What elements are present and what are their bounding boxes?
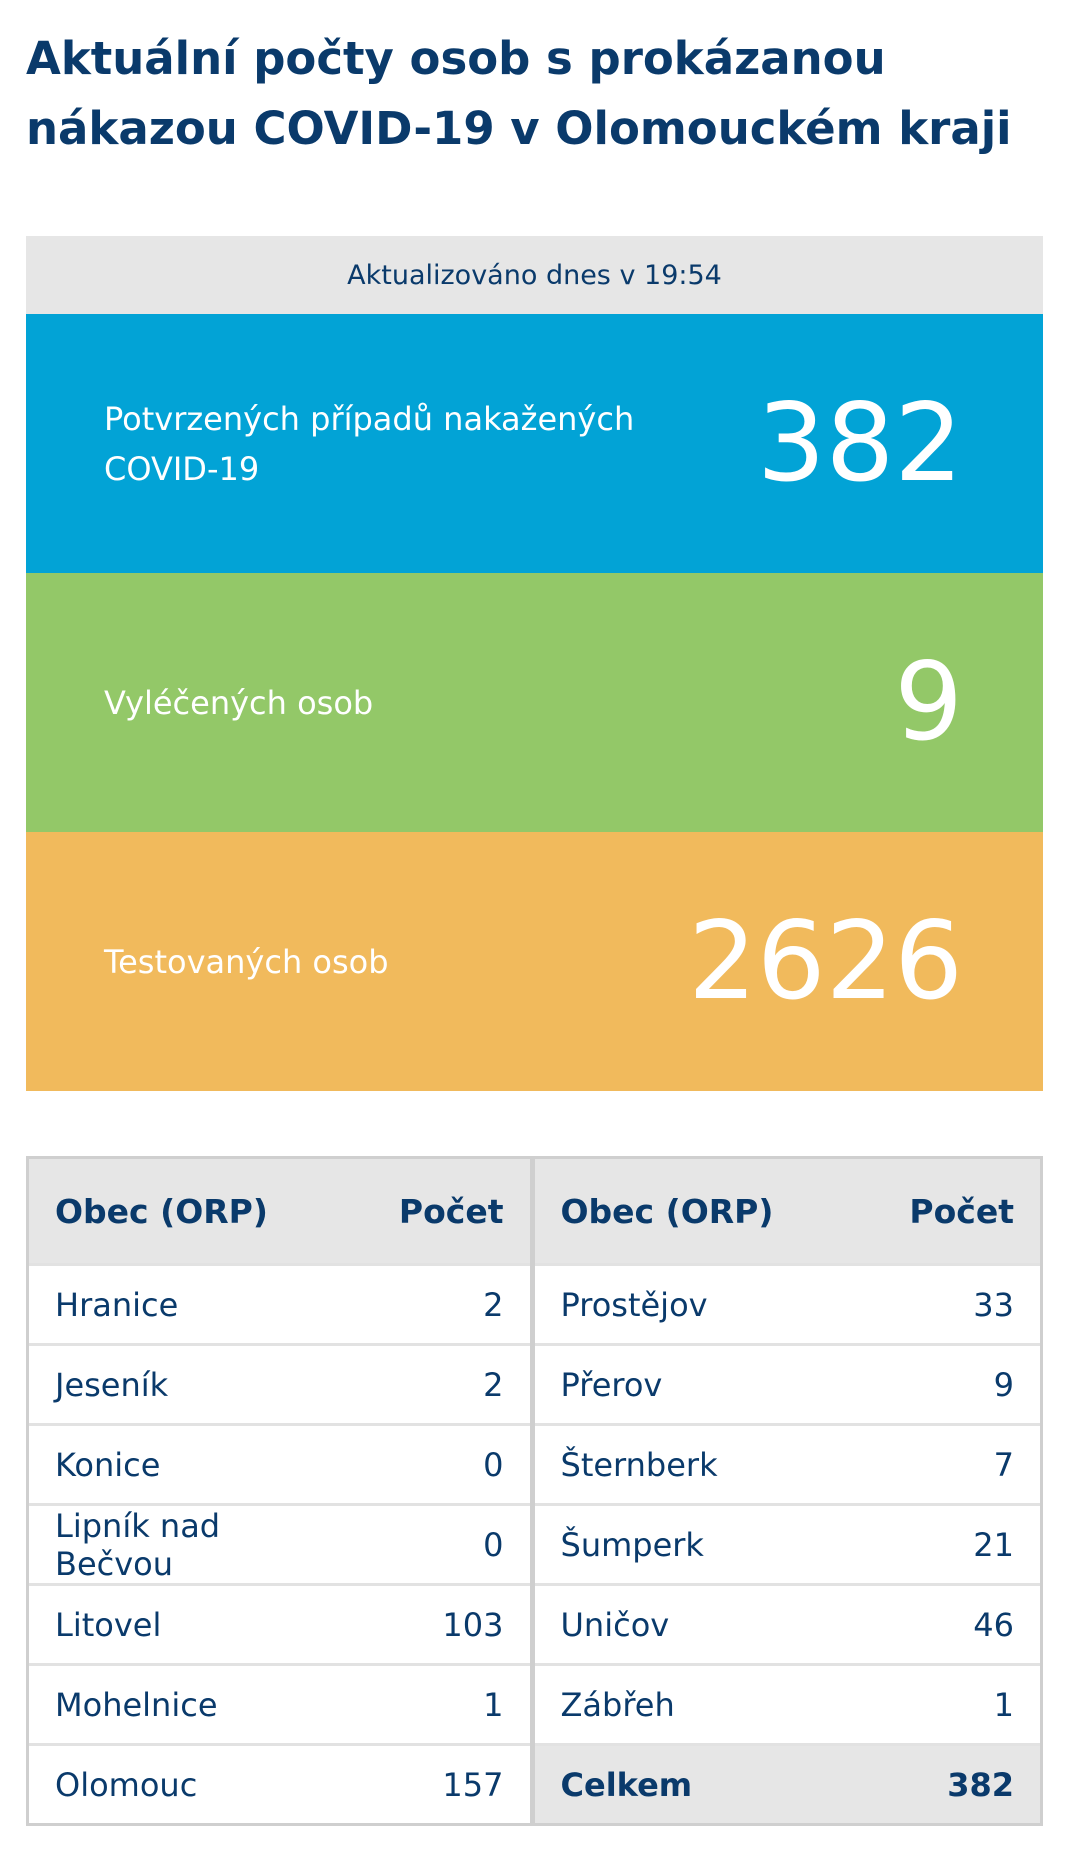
stats-panel: Aktualizováno dnes v 19:54 Potvrzených p… — [26, 236, 1043, 1091]
orp-table-right: Obec (ORP) Počet Prostějov 33 Přerov 9 Š… — [534, 1159, 1040, 1823]
table-row: Litovel 103 — [29, 1583, 532, 1665]
pocet-cell: 2 — [372, 1263, 532, 1345]
table-header-row: Obec (ORP) Počet — [29, 1159, 532, 1265]
obec-cell: Šumperk — [534, 1503, 853, 1585]
table-row: Mohelnice 1 — [29, 1663, 532, 1745]
pocet-cell: 1 — [372, 1663, 532, 1745]
confirmed-cases-value: 382 — [756, 380, 963, 506]
recovered-label: Vyléčených osob — [104, 683, 374, 722]
obec-cell: Uničov — [534, 1583, 853, 1665]
tested-label: Testovaných osob — [104, 942, 389, 981]
pocet-cell: 0 — [372, 1423, 532, 1505]
orp-tables: Obec (ORP) Počet Hranice 2 Jeseník 2 Kon… — [26, 1156, 1043, 1826]
tested-value: 2626 — [688, 898, 963, 1024]
obec-cell: Přerov — [534, 1343, 853, 1425]
obec-cell: Konice — [29, 1423, 373, 1505]
total-label: Celkem — [534, 1743, 853, 1823]
last-updated: Aktualizováno dnes v 19:54 — [26, 236, 1043, 314]
pocet-cell: 2 — [372, 1343, 532, 1425]
page-title: Aktuální počty osob s prokázanou nákazou… — [26, 32, 1012, 155]
column-header-pocet: Počet — [372, 1159, 532, 1265]
pocet-cell: 0 — [372, 1503, 532, 1585]
total-value: 382 — [852, 1743, 1040, 1823]
recovered-box: Vyléčených osob 9 — [26, 573, 1043, 832]
table-row: Hranice 2 — [29, 1263, 532, 1345]
column-header-obec: Obec (ORP) — [29, 1159, 373, 1265]
obec-cell: Litovel — [29, 1583, 373, 1665]
total-row: Celkem 382 — [534, 1743, 1040, 1823]
table-row: Lipník nad Bečvou 0 — [29, 1503, 532, 1585]
obec-cell: Mohelnice — [29, 1663, 373, 1745]
table-row: Zábřeh 1 — [534, 1663, 1040, 1745]
column-header-obec: Obec (ORP) — [534, 1159, 853, 1265]
obec-cell: Prostějov — [534, 1263, 853, 1345]
pocet-cell: 157 — [372, 1743, 532, 1823]
obec-cell: Zábřeh — [534, 1663, 853, 1745]
pocet-cell: 46 — [852, 1583, 1040, 1665]
pocet-cell: 9 — [852, 1343, 1040, 1425]
obec-cell: Jeseník — [29, 1343, 373, 1425]
orp-table-left: Obec (ORP) Počet Hranice 2 Jeseník 2 Kon… — [29, 1159, 535, 1823]
pocet-cell: 7 — [852, 1423, 1040, 1505]
recovered-value: 9 — [894, 639, 963, 765]
table-row: Prostějov 33 — [534, 1263, 1040, 1345]
table-row: Konice 0 — [29, 1423, 532, 1505]
table-row: Olomouc 157 — [29, 1743, 532, 1823]
pocet-cell: 33 — [852, 1263, 1040, 1345]
obec-cell: Lipník nad Bečvou — [29, 1503, 373, 1585]
obec-cell: Hranice — [29, 1263, 373, 1345]
table-row: Přerov 9 — [534, 1343, 1040, 1425]
obec-cell: Šternberk — [534, 1423, 853, 1505]
table-row: Uničov 46 — [534, 1583, 1040, 1665]
table-row: Šternberk 7 — [534, 1423, 1040, 1505]
table-row: Jeseník 2 — [29, 1343, 532, 1425]
pocet-cell: 1 — [852, 1663, 1040, 1745]
tested-box: Testovaných osob 2626 — [26, 832, 1043, 1091]
obec-cell: Olomouc — [29, 1743, 373, 1823]
pocet-cell: 21 — [852, 1503, 1040, 1585]
confirmed-cases-label: Potvrzených případů nakažených COVID-19 — [104, 399, 635, 488]
confirmed-cases-box: Potvrzených případů nakažených COVID-19 … — [26, 314, 1043, 573]
column-header-pocet: Počet — [852, 1159, 1040, 1265]
pocet-cell: 103 — [372, 1583, 532, 1665]
table-header-row: Obec (ORP) Počet — [534, 1159, 1040, 1265]
table-row: Šumperk 21 — [534, 1503, 1040, 1585]
